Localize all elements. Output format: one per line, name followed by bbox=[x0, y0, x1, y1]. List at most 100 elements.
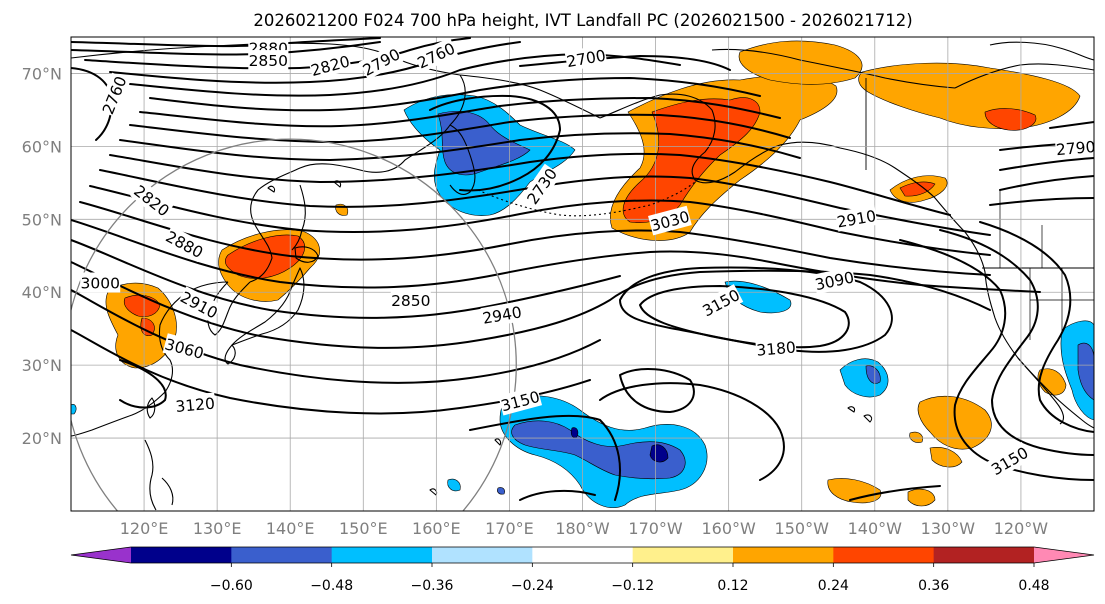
contour-label-bg bbox=[174, 392, 216, 416]
colorbar-tick-label: 0.24 bbox=[818, 578, 849, 594]
colorbar-tick-label: −0.12 bbox=[611, 578, 654, 594]
contour-label-bg bbox=[162, 225, 208, 263]
contour-3120-loop bbox=[619, 368, 695, 413]
colorbar-swatch bbox=[131, 547, 232, 563]
shade-blue-hawaii bbox=[865, 365, 881, 384]
contour-label-bg bbox=[130, 180, 174, 221]
shade-orange-sub2 bbox=[907, 488, 936, 507]
contour-label-bg bbox=[480, 301, 524, 328]
contour-label-text: 3000 bbox=[81, 274, 120, 292]
contour-label-5: 2700 bbox=[564, 44, 608, 72]
lon-label: 120°E bbox=[120, 519, 169, 538]
shade-lightblue-small3 bbox=[71, 404, 77, 415]
colorbar-tick-label: 0.12 bbox=[717, 578, 748, 594]
lon-label: 150°W bbox=[775, 519, 830, 538]
region-circle bbox=[71, 138, 517, 511]
contour-label-text: 3120 bbox=[175, 395, 216, 416]
contour-3180 bbox=[639, 285, 850, 349]
contour-2970 bbox=[89, 185, 991, 256]
lat-label: 30°N bbox=[22, 356, 62, 375]
shade-orange-hawaii2 bbox=[929, 447, 963, 468]
coast-arctic-islands2 bbox=[989, 41, 1094, 61]
lon-label: 150°E bbox=[339, 519, 388, 538]
coast-alaska-west bbox=[599, 93, 966, 233]
height-contours bbox=[71, 37, 1094, 501]
colorbar-arrow-low bbox=[71, 547, 131, 563]
contour-label-23: 2790 bbox=[1054, 135, 1094, 160]
contour-3150-high bbox=[619, 266, 893, 353]
colorbar-arrow-high bbox=[1034, 547, 1094, 563]
lon-label: 140°W bbox=[848, 519, 903, 538]
contour-2700 bbox=[519, 55, 731, 71]
contour-east-5 bbox=[989, 197, 1094, 206]
lat-label: 50°N bbox=[22, 210, 62, 229]
lat-label: 20°N bbox=[22, 429, 62, 448]
contour-label-bg bbox=[755, 336, 797, 360]
colorbar-swatch bbox=[331, 547, 433, 563]
contour-east-4 bbox=[999, 175, 1094, 191]
contour-2910 bbox=[109, 152, 951, 216]
lat-label: 60°N bbox=[22, 137, 62, 156]
contour-2820-b bbox=[139, 97, 781, 128]
contour-2730 bbox=[429, 94, 561, 192]
contour-3000 bbox=[79, 201, 991, 276]
coast-philippines2 bbox=[161, 477, 174, 506]
contour-label-1: 2850 bbox=[248, 50, 289, 71]
contour-2850-b bbox=[129, 113, 791, 143]
coast-honshu bbox=[231, 267, 305, 346]
contour-label-bg bbox=[698, 284, 744, 321]
coast-hawaii bbox=[847, 406, 873, 423]
coast-aleutians bbox=[477, 181, 696, 217]
contour-label-bg bbox=[648, 205, 692, 236]
shade-lightblue-small1 bbox=[447, 478, 461, 492]
colorbar-swatch bbox=[632, 547, 734, 563]
contour-label-text: 2850 bbox=[391, 292, 430, 310]
contour-3090 bbox=[71, 261, 991, 349]
contour-label-bg bbox=[564, 44, 608, 72]
coast-arctic-islands bbox=[954, 63, 1094, 89]
contour-label-16: 2940 bbox=[480, 301, 524, 328]
coast-taiwan bbox=[146, 397, 156, 419]
contour-label-bg bbox=[521, 163, 562, 209]
shade-navy-tropics bbox=[649, 444, 669, 463]
contour-label-bg bbox=[1054, 135, 1094, 160]
contour-2790-top bbox=[109, 41, 521, 84]
contour-3060 bbox=[71, 239, 621, 319]
lat-label: 40°N bbox=[22, 283, 62, 302]
contour-east-3 bbox=[999, 157, 1094, 171]
contour-se-3150 bbox=[849, 485, 941, 501]
map-title: 2026021200 F024 700 hPa height, IVT Land… bbox=[253, 11, 912, 30]
contour-label-bg bbox=[176, 286, 222, 323]
colorbar-swatch bbox=[231, 547, 333, 563]
colorbar-ticks: −0.60 −0.48 −0.36 −0.24 −0.12 0.12 0.24 0.36 0.4… bbox=[210, 563, 1050, 594]
contour-3090-east bbox=[979, 221, 1094, 433]
contour-label-11: 2910 bbox=[834, 205, 878, 232]
contour-3120 bbox=[71, 289, 601, 384]
shade-blue-kamchatka bbox=[437, 111, 531, 176]
contour-2790-b bbox=[149, 77, 761, 112]
contour-sw-loop bbox=[119, 359, 167, 409]
contour-south-3180 bbox=[519, 489, 596, 501]
colorbar-swatch bbox=[933, 547, 1035, 563]
lon-label: 180°W bbox=[555, 519, 610, 538]
colorbar-swatch bbox=[432, 547, 533, 563]
contour-label-bg bbox=[358, 43, 404, 80]
colorbar-swatch bbox=[733, 547, 834, 563]
colorbar-tick-label: 0.48 bbox=[1018, 578, 1049, 594]
colorbar-tick-label: 0.36 bbox=[918, 578, 949, 594]
shade-red-canada bbox=[984, 108, 1037, 131]
contour-label-13: 3000 bbox=[80, 272, 121, 293]
contour-label-text: 3180 bbox=[756, 338, 797, 359]
coast-alaska-north bbox=[711, 48, 956, 89]
coast-baja bbox=[1017, 357, 1065, 425]
gridlines bbox=[71, 37, 1094, 511]
colorbar bbox=[70, 546, 1095, 564]
coast-okhotsk bbox=[249, 74, 466, 283]
contour-2880-b bbox=[119, 132, 801, 161]
shade-blue-tropics bbox=[511, 420, 686, 480]
contour-3030 bbox=[71, 219, 1041, 293]
lon-label: 170°E bbox=[485, 519, 534, 538]
contour-south-3150 bbox=[469, 414, 621, 501]
